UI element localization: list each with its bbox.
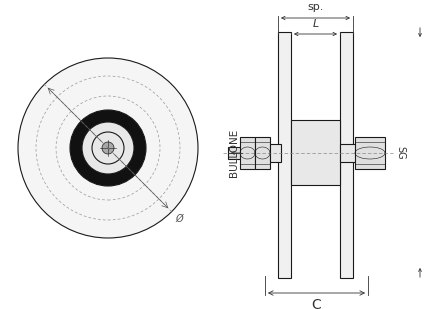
Text: SG: SG	[395, 146, 405, 160]
Circle shape	[82, 122, 134, 174]
Text: sp.: sp.	[307, 2, 324, 12]
Bar	[278, 32, 291, 278]
Circle shape	[70, 110, 146, 186]
Bar	[340, 144, 356, 162]
Circle shape	[18, 58, 198, 238]
Bar	[228, 147, 278, 159]
Bar	[255, 137, 270, 169]
Bar	[340, 32, 353, 278]
Text: C: C	[311, 298, 321, 309]
Bar	[355, 137, 385, 169]
Bar	[291, 120, 340, 185]
Bar	[240, 137, 255, 169]
Text: Ø: Ø	[175, 214, 183, 224]
Text: BULLONE: BULLONE	[229, 129, 239, 177]
Circle shape	[102, 142, 114, 154]
Bar	[270, 144, 281, 162]
Text: L: L	[312, 19, 319, 29]
